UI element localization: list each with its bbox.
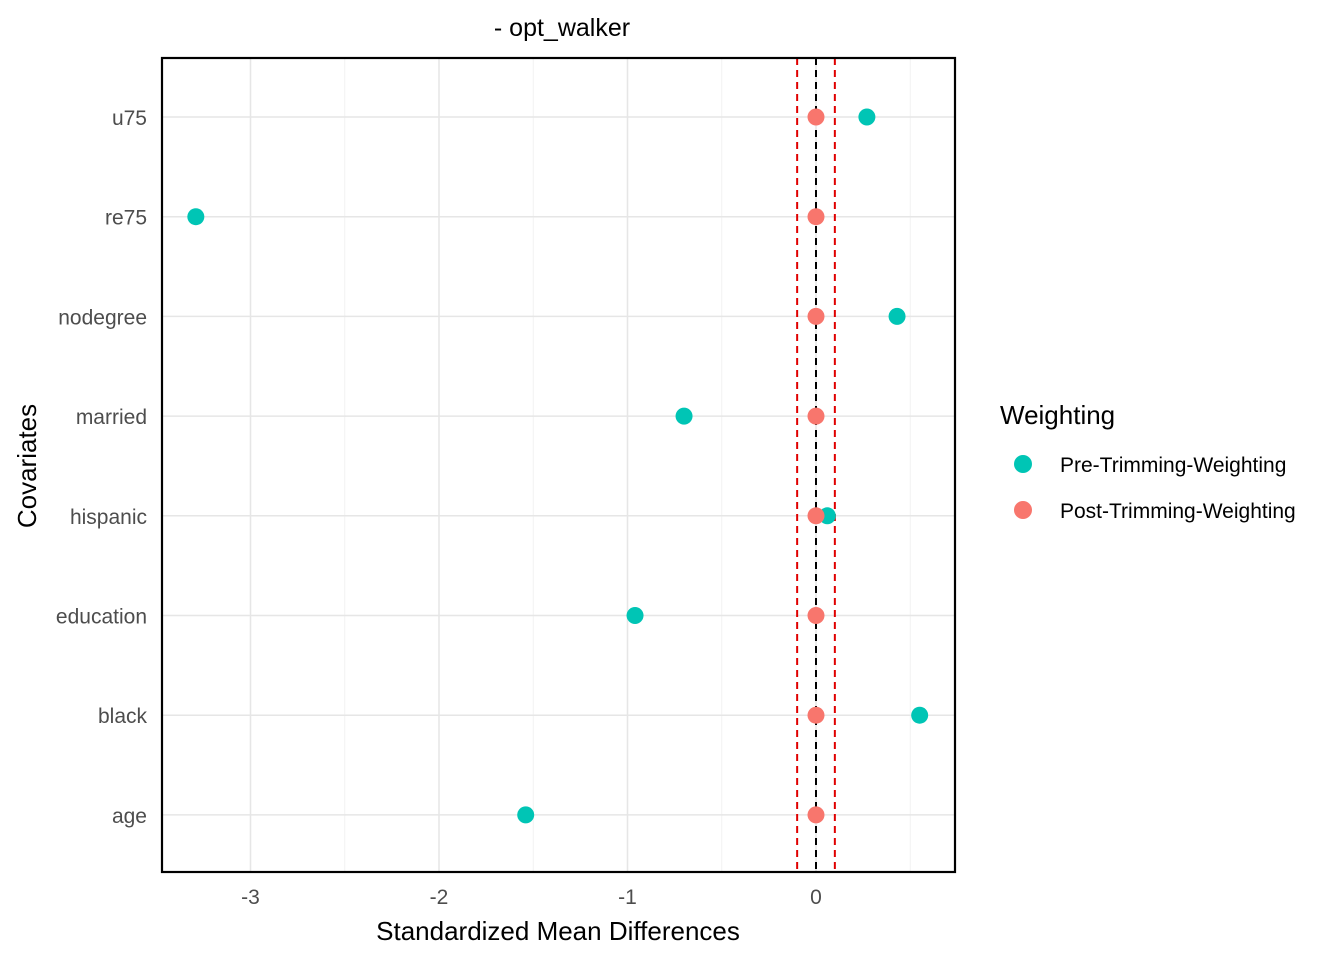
data-point-pre-trimming-weighting bbox=[626, 607, 644, 624]
data-point-pre-trimming-weighting bbox=[858, 108, 876, 126]
y-axis-label: Covariates bbox=[12, 404, 42, 528]
chart-title: - opt_walker bbox=[494, 14, 630, 42]
y-tick-label: age bbox=[112, 805, 147, 828]
data-point-post-trimming-weighting bbox=[807, 706, 825, 724]
data-point-post-trimming-weighting bbox=[807, 607, 825, 624]
legend-key-pre-trimming-weighting bbox=[1014, 455, 1032, 473]
y-tick-label: re75 bbox=[105, 207, 147, 230]
y-tick-label: married bbox=[76, 406, 147, 429]
y-tick-label: u75 bbox=[112, 107, 147, 130]
data-point-pre-trimming-weighting bbox=[911, 706, 929, 724]
data-point-post-trimming-weighting bbox=[807, 307, 825, 325]
gridlines bbox=[162, 58, 955, 872]
x-tick-label: -1 bbox=[618, 886, 637, 909]
x-tick-label: -3 bbox=[241, 886, 260, 909]
x-tick-label: 0 bbox=[810, 886, 822, 909]
y-tick-label: black bbox=[98, 705, 148, 728]
legend-items: Pre-Trimming-Weighting Post-Trimming-Weig… bbox=[1014, 454, 1296, 523]
y-tick-label: education bbox=[56, 606, 147, 629]
data-point-post-trimming-weighting bbox=[807, 806, 825, 824]
data-point-pre-trimming-weighting bbox=[517, 806, 535, 824]
x-tick-label: -2 bbox=[430, 886, 449, 909]
y-tick-labels: u75 re75 nodegree married hispanic education b… bbox=[56, 107, 148, 828]
legend-label: Pre-Trimming-Weighting bbox=[1060, 454, 1286, 477]
reference-lines bbox=[796, 58, 836, 872]
legend-key-post-trimming-weighting bbox=[1014, 501, 1032, 519]
x-axis-label: Standardized Mean Differences bbox=[376, 916, 740, 946]
data-point-pre-trimming-weighting bbox=[187, 208, 205, 226]
data-point-pre-trimming-weighting bbox=[888, 307, 906, 325]
plot-panel-border bbox=[160, 56, 957, 874]
data-point-post-trimming-weighting bbox=[807, 208, 825, 226]
data-point-post-trimming-weighting bbox=[807, 407, 825, 425]
legend-title: Weighting bbox=[1000, 400, 1115, 430]
data-points bbox=[187, 108, 929, 824]
x-tick-labels: -3 -2 -1 0 bbox=[241, 886, 822, 909]
legend: Weighting Pre-Trimming-Weighting Post-Tri… bbox=[1000, 400, 1296, 523]
data-point-post-trimming-weighting bbox=[807, 108, 825, 126]
data-point-pre-trimming-weighting bbox=[675, 407, 693, 425]
y-tick-label: nodegree bbox=[58, 306, 147, 329]
data-point-post-trimming-weighting bbox=[807, 507, 825, 525]
legend-label: Post-Trimming-Weighting bbox=[1060, 500, 1296, 523]
y-tick-label: hispanic bbox=[70, 506, 147, 529]
